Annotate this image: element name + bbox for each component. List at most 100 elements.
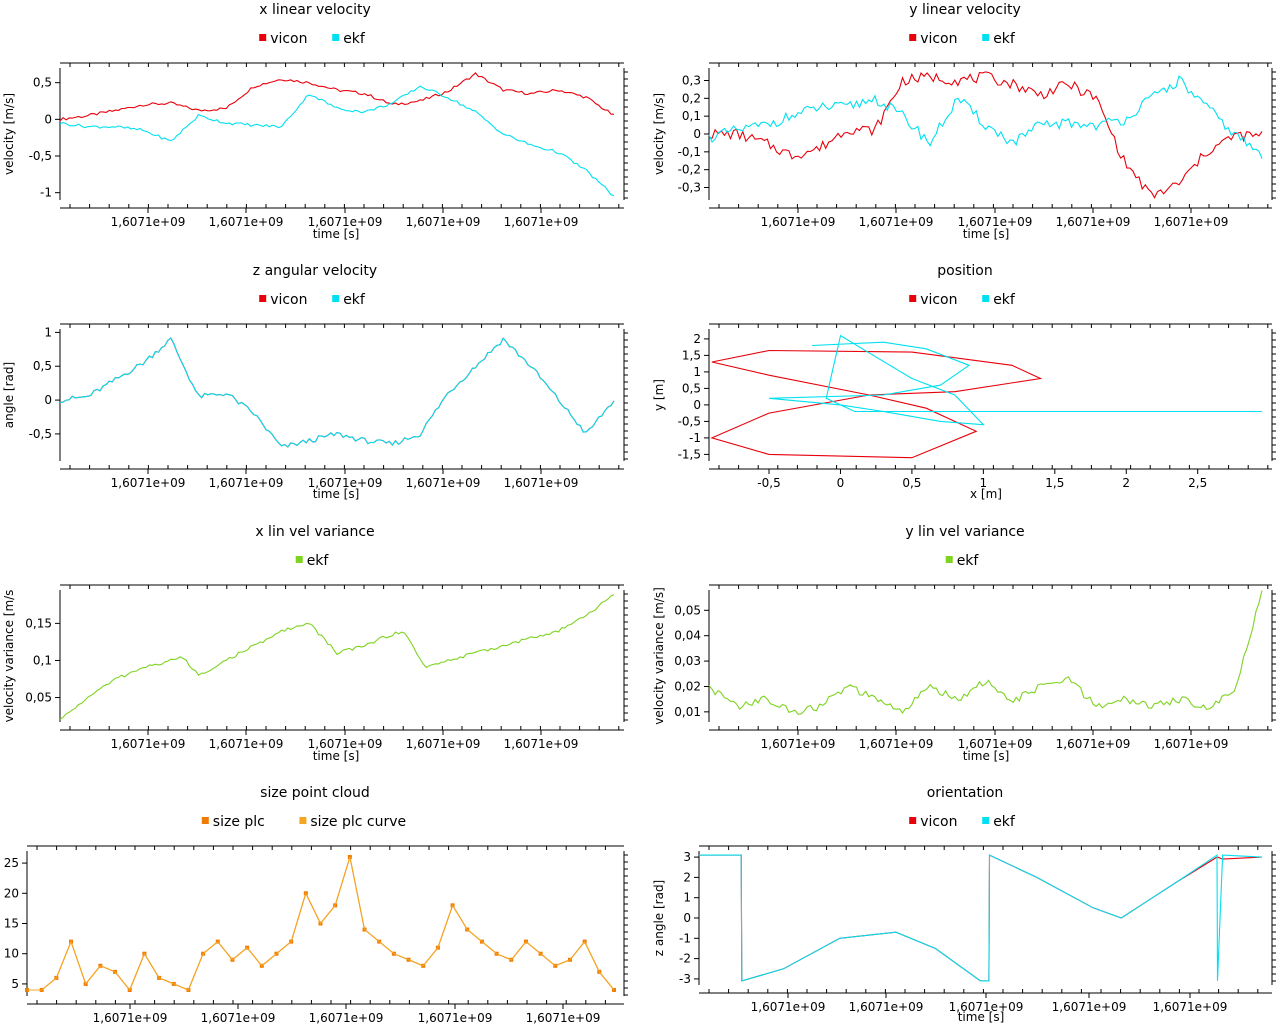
size-point-cloud-legend-swatch xyxy=(299,817,307,824)
orientation-x-tick-label: 1,6071e+09 xyxy=(1153,1000,1228,1014)
x-linear-velocity-y-axis-label: velocity [m/s] xyxy=(2,93,16,175)
y-linear-velocity-title: y linear velocity xyxy=(909,2,1021,18)
orientation-x-tick-label: 1,6071e+09 xyxy=(849,1000,924,1014)
orientation-legend-label: ekf xyxy=(993,814,1016,830)
orientation-y-axis-label: z angle [rad] xyxy=(652,880,666,957)
y-linear-velocity-series-ekf xyxy=(708,75,1263,159)
x-linear-velocity-x-tick-label: 1,6071e+09 xyxy=(504,215,579,229)
x-lin-vel-variance-x-tick-label: 1,6071e+09 xyxy=(209,737,284,751)
x-lin-vel-variance-x-tick-label: 1,6071e+09 xyxy=(406,737,481,751)
size-point-cloud-y-tick-label: 25 xyxy=(4,856,19,870)
y-linear-velocity-x-tick-label: 1,6071e+09 xyxy=(1154,215,1229,229)
x-lin-vel-variance-y-axis-label: velocity variance [m/s xyxy=(2,590,16,723)
x-lin-vel-variance-x-tick-label: 1,6071e+09 xyxy=(308,737,383,751)
size-point-cloud-x-tick-label: 1,6071e+09 xyxy=(309,1011,384,1024)
x-lin-vel-variance-x-axis-label: time [s] xyxy=(313,749,360,763)
x-linear-velocity-legend-label: ekf xyxy=(343,31,366,47)
x-linear-velocity-y-tick-label: -0,5 xyxy=(29,149,52,163)
y-linear-velocity-y-tick-label: 0,2 xyxy=(682,91,701,105)
size-point-cloud-title: size point cloud xyxy=(260,785,370,801)
size-point-cloud-x-tick-label: 1,6071e+09 xyxy=(201,1011,276,1024)
position-y-tick-label: 0 xyxy=(693,398,701,412)
orientation-y-tick-label: -1 xyxy=(679,931,691,945)
size-point-cloud-y-tick-label: 15 xyxy=(4,917,19,931)
x-linear-velocity-y-tick-label: 0 xyxy=(44,112,52,126)
orientation-y-tick-label: 2 xyxy=(683,870,691,884)
z-angular-velocity-legend-swatch xyxy=(259,295,267,302)
y-lin-vel-variance-y-tick-label: 0,03 xyxy=(674,654,701,668)
y-lin-vel-variance-y-tick-label: 0,02 xyxy=(674,679,701,693)
z-angular-velocity-title: z angular velocity xyxy=(253,263,377,279)
x-lin-vel-variance-y-tick-label: 0,05 xyxy=(25,691,52,705)
orientation-y-tick-label: -3 xyxy=(679,972,691,986)
size-point-cloud-y-tick-label: 5 xyxy=(11,977,19,991)
position-y-tick-label: 2 xyxy=(693,332,701,346)
x-lin-vel-variance-x-tick-label: 1,6071e+09 xyxy=(504,737,579,751)
z-angular-velocity-x-tick-label: 1,6071e+09 xyxy=(308,476,383,490)
position-y-tick-label: 0,5 xyxy=(682,381,701,395)
position-x-tick-label: 1,5 xyxy=(1045,476,1064,490)
position-y-tick-label: -0,5 xyxy=(678,414,701,428)
y-lin-vel-variance-x-tick-label: 1,6071e+09 xyxy=(761,737,836,751)
position-y-tick-label: 1 xyxy=(693,365,701,379)
y-linear-velocity-y-tick-label: -0,2 xyxy=(678,163,701,177)
x-linear-velocity-series-ekf xyxy=(59,85,615,197)
y-lin-vel-variance-y-tick-label: 0,05 xyxy=(674,603,701,617)
z-angular-velocity-y-tick-label: 0 xyxy=(44,393,52,407)
y-lin-vel-variance-y-tick-label: 0,01 xyxy=(674,705,701,719)
position-x-tick-label: 0,5 xyxy=(902,476,921,490)
orientation-x-axis-label: time [s] xyxy=(958,1010,1005,1024)
x-linear-velocity-x-tick-label: 1,6071e+09 xyxy=(308,215,383,229)
orientation-title: orientation xyxy=(927,785,1004,801)
x-linear-velocity-x-axis-label: time [s] xyxy=(313,227,360,241)
y-lin-vel-variance-x-tick-label: 1,6071e+09 xyxy=(1154,737,1229,751)
y-linear-velocity-legend-swatch xyxy=(909,34,917,41)
z-angular-velocity-legend-label: vicon xyxy=(270,292,307,308)
y-linear-velocity-x-tick-label: 1,6071e+09 xyxy=(859,215,934,229)
y-lin-vel-variance-series-ekf xyxy=(708,590,1263,715)
x-lin-vel-variance-series-ekf xyxy=(59,594,615,720)
y-linear-velocity-legend-swatch xyxy=(982,34,990,41)
orientation-series-vicon xyxy=(699,854,1263,982)
orientation-legend-label: vicon xyxy=(920,814,957,830)
position-title: position xyxy=(937,263,992,279)
y-lin-vel-variance-x-tick-label: 1,6071e+09 xyxy=(859,737,934,751)
x-lin-vel-variance-legend-label: ekf xyxy=(307,553,330,569)
position-legend-label: vicon xyxy=(920,292,957,308)
position-series-ekf xyxy=(768,334,1262,426)
x-lin-vel-variance-title: x lin vel variance xyxy=(255,524,374,540)
x-lin-vel-variance-x-tick-label: 1,6071e+09 xyxy=(111,737,186,751)
y-lin-vel-variance-x-tick-label: 1,6071e+09 xyxy=(958,737,1033,751)
z-angular-velocity-legend-label: ekf xyxy=(343,292,366,308)
position-x-tick-label: 1 xyxy=(980,476,988,490)
y-linear-velocity-x-tick-label: 1,6071e+09 xyxy=(1056,215,1131,229)
y-linear-velocity-legend-label: vicon xyxy=(920,31,957,47)
z-angular-velocity-x-tick-label: 1,6071e+09 xyxy=(504,476,579,490)
x-linear-velocity-x-tick-label: 1,6071e+09 xyxy=(406,215,481,229)
y-linear-velocity-x-axis-label: time [s] xyxy=(963,227,1010,241)
x-linear-velocity-legend-swatch xyxy=(332,34,340,41)
position-x-tick-label: 2,5 xyxy=(1188,476,1207,490)
position-y-axis-label: y [m] xyxy=(652,379,666,411)
z-angular-velocity-y-tick-label: -0,5 xyxy=(29,427,52,441)
orientation-y-tick-label: 0 xyxy=(683,911,691,925)
size-point-cloud-x-tick-label: 1,6071e+09 xyxy=(93,1011,168,1024)
orientation-y-tick-label: 3 xyxy=(683,850,691,864)
z-angular-velocity-x-tick-label: 1,6071e+09 xyxy=(406,476,481,490)
x-linear-velocity-legend-swatch xyxy=(259,34,267,41)
size-point-cloud-legend-label: size plc curve xyxy=(310,814,406,830)
z-angular-velocity-y-tick-label: 0,5 xyxy=(33,359,52,373)
y-lin-vel-variance-legend-swatch xyxy=(945,556,953,563)
orientation-y-tick-label: 1 xyxy=(683,891,691,905)
y-lin-vel-variance-y-tick-label: 0,04 xyxy=(674,629,701,643)
size-point-cloud-series-size-plc-curve xyxy=(27,856,615,992)
orientation-series-ekf xyxy=(699,854,1263,982)
orientation-legend-swatch xyxy=(982,817,990,824)
size-point-cloud-y-tick-label: 10 xyxy=(4,947,19,961)
position-y-tick-label: -1 xyxy=(689,431,701,445)
position-x-tick-label: -0,5 xyxy=(757,476,780,490)
x-lin-vel-variance-y-tick-label: 0,15 xyxy=(25,616,52,630)
orientation-y-tick-label: -2 xyxy=(679,952,691,966)
x-lin-vel-variance-legend-swatch xyxy=(295,556,303,563)
y-linear-velocity-y-tick-label: -0,3 xyxy=(678,181,701,195)
